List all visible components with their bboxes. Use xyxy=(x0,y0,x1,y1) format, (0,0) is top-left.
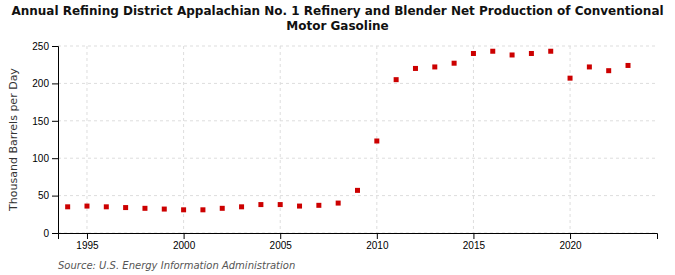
point xyxy=(278,202,283,207)
point xyxy=(297,204,302,209)
tick: 200 xyxy=(32,78,58,89)
tick: 250 xyxy=(32,41,58,52)
points xyxy=(65,49,630,213)
point xyxy=(123,205,128,210)
point xyxy=(258,202,263,207)
point xyxy=(471,51,476,56)
point xyxy=(104,204,109,209)
grid-line xyxy=(473,46,474,233)
tick: 0 xyxy=(43,228,58,239)
point xyxy=(510,52,515,57)
plot-area: 1995 2000 2005 2010 2015 2020 0 50 100 150 200 250 xyxy=(32,41,657,251)
grid-line xyxy=(58,83,657,84)
tick-mark xyxy=(52,196,58,197)
annotation: Source: U.S. Energy Information Administ… xyxy=(58,260,295,271)
tick-label: 2005 xyxy=(270,240,293,251)
tick-label: 2015 xyxy=(463,240,486,251)
grid xyxy=(58,46,657,233)
point xyxy=(239,204,244,209)
tick-mark xyxy=(52,158,58,159)
point xyxy=(336,201,341,206)
tick: 2000 xyxy=(173,233,196,251)
grid-line xyxy=(570,46,571,233)
tick-mark xyxy=(52,46,58,47)
point xyxy=(529,51,534,56)
point xyxy=(490,49,495,54)
grid-line xyxy=(58,120,657,121)
tick: 2005 xyxy=(270,233,293,251)
tick-label: 0 xyxy=(43,228,49,239)
tick-label: 2020 xyxy=(559,240,582,251)
tick: 2020 xyxy=(559,233,582,251)
y-axis-label: Thousand Barrels per Day xyxy=(7,68,20,212)
point xyxy=(587,64,592,69)
tick-mark xyxy=(184,233,185,239)
tick-mark xyxy=(52,233,58,234)
tick-mark xyxy=(280,233,281,239)
tick: 150 xyxy=(32,116,58,127)
title: Annual Refining District Appalachian No.… xyxy=(11,4,663,33)
tick-mark xyxy=(87,233,88,239)
tick-mark xyxy=(52,121,58,122)
tick-label: 2000 xyxy=(173,240,196,251)
tick-label: 200 xyxy=(32,78,49,89)
point xyxy=(374,138,379,143)
tick-mark xyxy=(377,233,378,239)
point xyxy=(220,206,225,211)
point xyxy=(606,68,611,73)
tick-mark xyxy=(52,83,58,84)
grid-line xyxy=(58,195,657,196)
tick-label: 1995 xyxy=(76,240,99,251)
point xyxy=(316,203,321,208)
tick: 2010 xyxy=(366,233,389,251)
tick-label: 100 xyxy=(32,153,49,164)
axis-line xyxy=(52,47,59,234)
tick-label: 50 xyxy=(38,190,50,201)
tick: 50 xyxy=(38,190,58,201)
point xyxy=(181,207,186,212)
point xyxy=(200,207,205,212)
point xyxy=(355,188,360,193)
point xyxy=(568,76,573,81)
point xyxy=(548,49,553,54)
grid-line xyxy=(58,158,657,159)
point xyxy=(394,77,399,82)
y-axis: 0 50 100 150 200 250 xyxy=(32,41,58,239)
chart: 1995 2000 2005 2010 2015 2020 0 50 100 150 200 250 T… xyxy=(0,0,675,275)
point xyxy=(65,204,70,209)
tick-mark xyxy=(570,233,571,239)
point xyxy=(162,207,167,212)
point xyxy=(626,63,631,68)
point xyxy=(84,204,89,209)
x-axis: 1995 2000 2005 2010 2015 2020 xyxy=(59,233,658,251)
grid-line xyxy=(183,46,184,233)
axis-line xyxy=(59,234,658,240)
tick-label: 2010 xyxy=(366,240,389,251)
tick-mark xyxy=(473,233,474,239)
tick: 100 xyxy=(32,153,58,164)
tick: 1995 xyxy=(76,233,99,251)
point xyxy=(452,61,457,66)
tick-label: 150 xyxy=(32,116,49,127)
tick: 2015 xyxy=(463,233,486,251)
grid-line xyxy=(58,46,657,47)
point xyxy=(142,206,147,211)
point xyxy=(413,66,418,71)
tick-label: 250 xyxy=(32,41,49,52)
point xyxy=(432,64,437,69)
